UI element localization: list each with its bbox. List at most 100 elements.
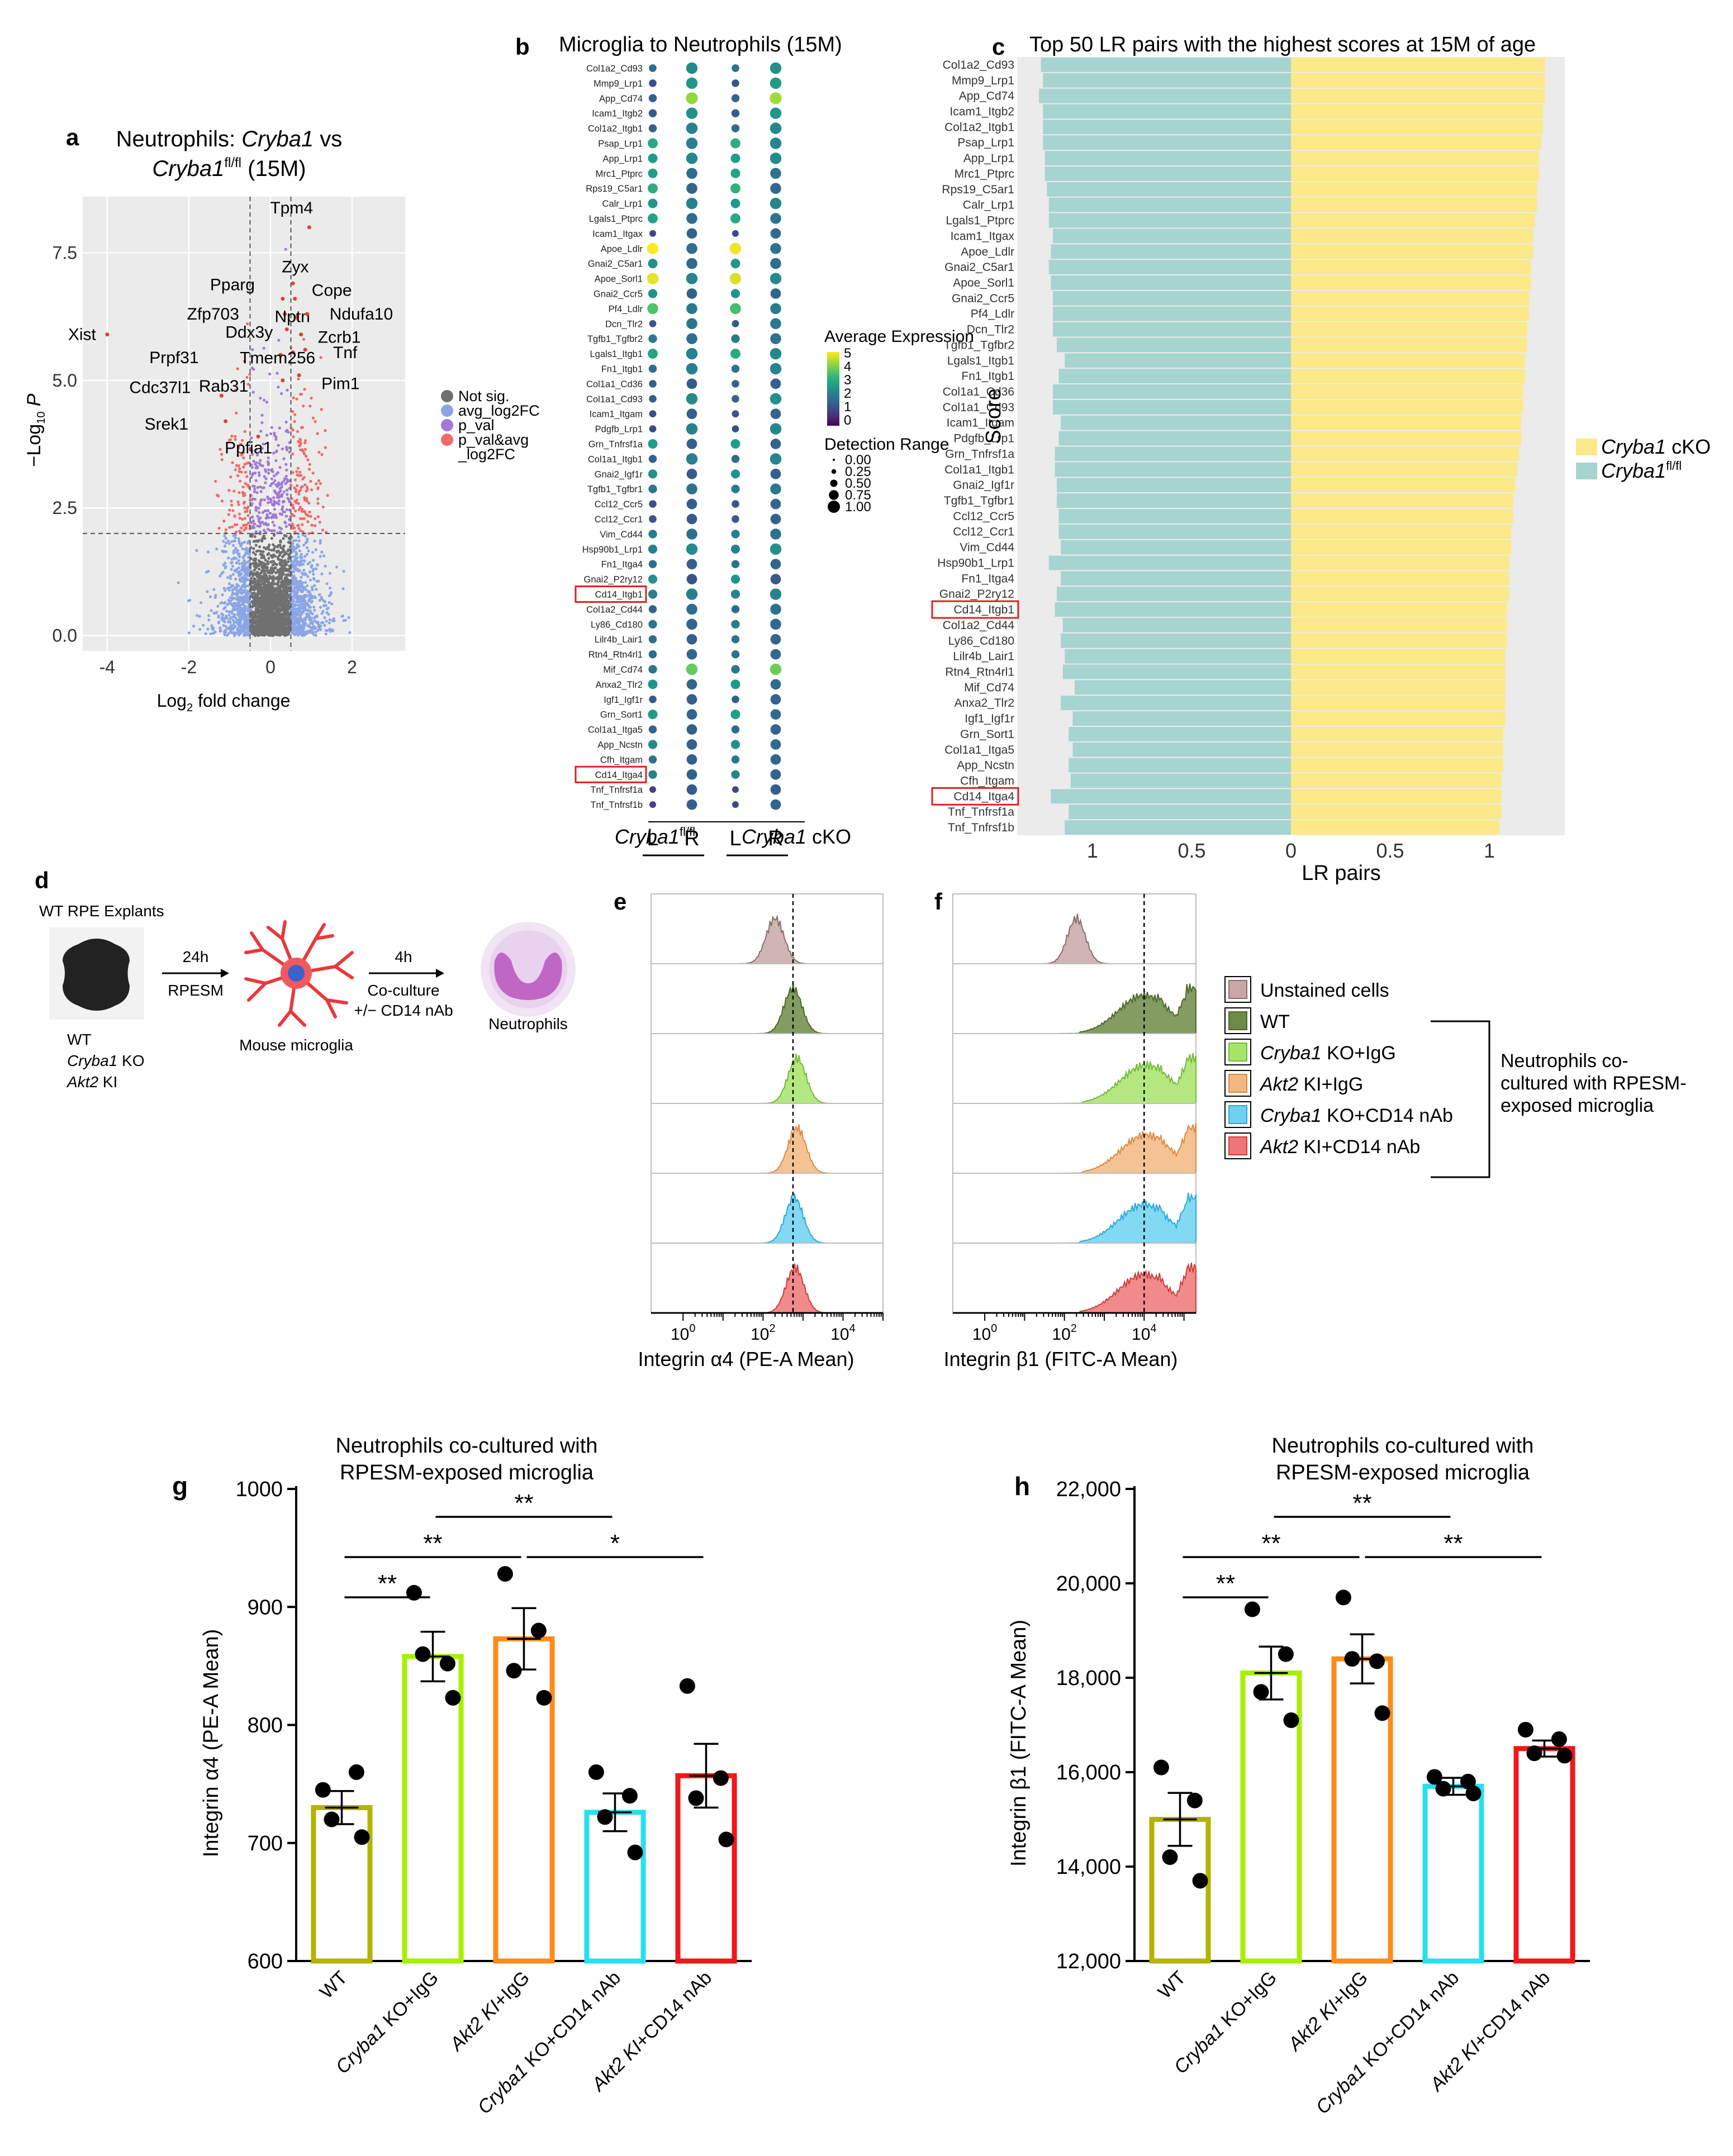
bar-data-point [1517, 1721, 1533, 1738]
panel-g-ylabel: Integrin α4 (PE-A Mean) [200, 1629, 223, 1857]
volcano-point [270, 426, 273, 429]
panel-g-title-line2: RPESM-exposed microglia [340, 1461, 594, 1484]
tick-base: 10 [1132, 1325, 1150, 1344]
volcano-point [298, 629, 302, 632]
dotplot-dot [686, 724, 697, 735]
volcano-point [272, 543, 275, 546]
volcano-point [267, 583, 270, 586]
dotplot-column-label: L [647, 827, 658, 850]
dotplot-dot [686, 408, 697, 420]
histogram-tick-label: 104 [1132, 1322, 1156, 1344]
volcano-point [227, 582, 231, 586]
lr-bar-flfl [1041, 58, 1291, 72]
dotplot-row-label: Gnai2_P2ry12 [584, 575, 643, 585]
dotplot-dot [648, 439, 658, 449]
volcano-point [296, 484, 299, 487]
volcano-point [244, 607, 247, 611]
volcano-point [243, 463, 246, 466]
volcano-point [310, 620, 313, 623]
dotplot-column-label: L [729, 827, 741, 850]
volcano-point [243, 619, 246, 622]
lr-bar-cko [1291, 726, 1503, 741]
volcano-point [217, 526, 221, 530]
lr-row-highlight [931, 600, 1019, 619]
volcano-point [295, 600, 298, 604]
volcano-point [297, 440, 300, 444]
volcano-point [291, 513, 294, 516]
volcano-point [296, 543, 299, 546]
dotplot-dot [686, 529, 697, 540]
volcano-point [250, 535, 254, 538]
volcano-point [325, 620, 328, 623]
volcano-point [268, 574, 272, 578]
volcano-point [219, 630, 222, 633]
lr-bar-flfl [1065, 820, 1291, 835]
lr-bar-flfl [1061, 415, 1291, 430]
dotplot-dot [649, 380, 657, 388]
volcano-point [187, 631, 191, 635]
lr-bar-cko [1291, 493, 1513, 508]
volcano-point [271, 629, 274, 632]
volcano-point [284, 620, 288, 624]
volcano-point [281, 594, 284, 598]
dotplot-dot [770, 498, 781, 510]
volcano-point [215, 611, 218, 615]
dotplot-dot [686, 62, 698, 74]
volcano-point [273, 479, 277, 482]
volcano-point [327, 612, 330, 616]
dotplot-dot [686, 574, 697, 584]
volcano-point [235, 411, 238, 415]
volcano-gene-label: Cdc37l1 [129, 378, 191, 397]
volcano-point [263, 608, 267, 611]
dotplot-size-legend-dot [828, 501, 840, 513]
dotplot-dot [729, 273, 742, 284]
volcano-point [262, 529, 265, 532]
volcano-point [238, 512, 241, 516]
volcano-point [279, 617, 283, 620]
volcano-point [226, 576, 230, 579]
lr-row-label: Lilr4b_Lair1 [953, 650, 1014, 663]
volcano-point [234, 536, 237, 540]
volcano-point [256, 630, 259, 634]
lr-row-label: Igf1_Igf1r [965, 712, 1014, 725]
volcano-point [281, 580, 284, 584]
volcano-point [251, 585, 254, 588]
volcano-point [272, 451, 276, 455]
volcano-point [241, 486, 245, 489]
volcano-point [245, 589, 249, 593]
volcano-point [244, 570, 247, 574]
dotplot-row-label: Rtn4_Rtn4rl1 [588, 650, 643, 660]
bar-data-point [627, 1844, 643, 1860]
volcano-point [342, 569, 345, 573]
lr-row-label: App_Cd74 [959, 90, 1015, 103]
lr-bar-cko [1291, 742, 1503, 757]
volcano-point [306, 624, 310, 627]
volcano-point [240, 439, 244, 442]
dotplot-dot [731, 560, 740, 568]
volcano-point [298, 549, 301, 553]
volcano-point [318, 521, 321, 524]
volcano-point [304, 573, 307, 576]
bar-data-point [348, 1764, 364, 1780]
lr-bar-flfl [1043, 135, 1291, 150]
volcano-point [299, 474, 303, 477]
dotplot-row-label: Col1a1_Itga5 [588, 725, 643, 735]
lr-bar-flfl [1048, 555, 1291, 570]
dotplot-dot [686, 679, 697, 690]
dotplot-dot [770, 348, 782, 360]
volcano-point [314, 517, 317, 520]
dotplot-dot [686, 92, 698, 104]
volcano-point [300, 486, 303, 489]
volcano-point [307, 501, 311, 505]
hist-legend-label: Unstained cells [1260, 980, 1389, 1001]
hist-legend-label: Akt2 KI+CD14 nAb [1259, 1136, 1420, 1158]
volcano-point [278, 530, 282, 534]
volcano-point [296, 596, 300, 599]
dotplot-dot [648, 679, 658, 689]
volcano-labeled-point [281, 378, 285, 383]
volcano-point [310, 396, 313, 400]
volcano-point [301, 581, 304, 584]
lr-bar-flfl [1055, 462, 1291, 477]
volcano-point [247, 613, 250, 616]
volcano-point [276, 545, 279, 549]
